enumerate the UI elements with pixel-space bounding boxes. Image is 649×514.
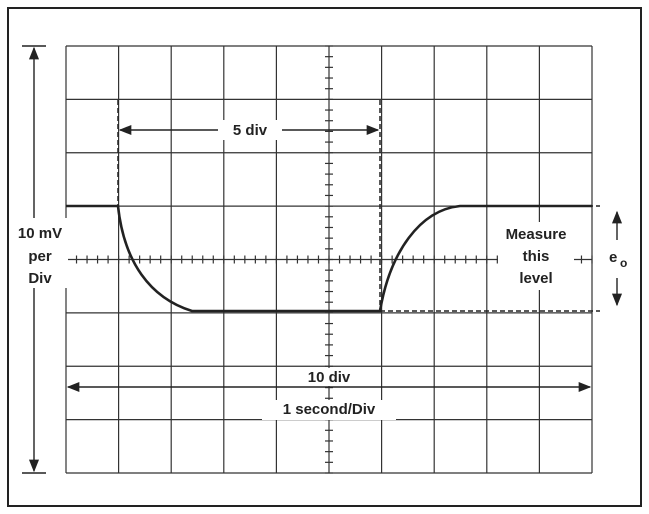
scale-label: Div	[28, 270, 52, 287]
time-label: 1 second/Div	[283, 401, 376, 418]
measure-label: level	[519, 270, 552, 287]
span-label: 10 div	[308, 369, 351, 386]
label-bg	[262, 400, 396, 420]
waveform	[66, 204, 592, 313]
measure-label: this	[523, 248, 550, 265]
frame	[7, 7, 642, 507]
eo-subscript: o	[620, 256, 627, 270]
label-bg	[290, 368, 368, 386]
scale-label: per	[28, 248, 52, 265]
label-bg	[498, 222, 574, 290]
label-bg	[12, 218, 68, 288]
label-bg	[218, 120, 282, 140]
scale-label: 10 mV	[18, 225, 62, 242]
eo-symbol: e	[609, 249, 617, 266]
measure-label: Measure	[506, 226, 567, 243]
span-label: 5 div	[233, 122, 268, 139]
graticule	[65, 45, 593, 474]
